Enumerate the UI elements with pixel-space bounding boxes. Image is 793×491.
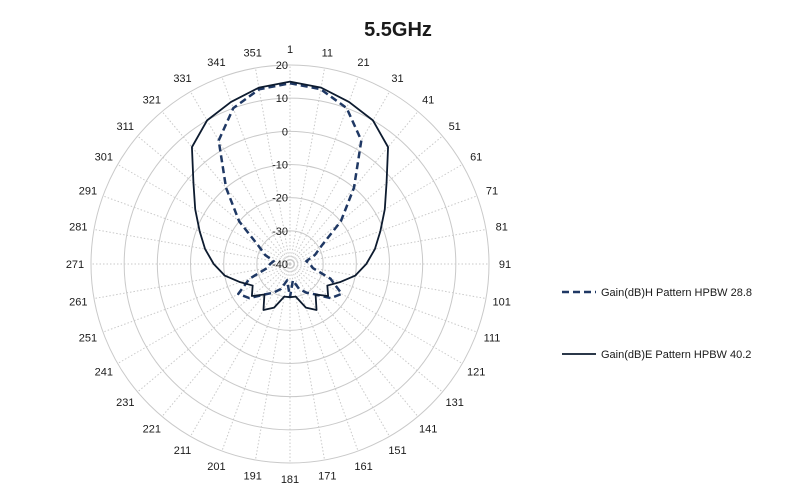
polar-grid (90, 64, 490, 464)
angle-tick-label: 61 (470, 152, 482, 164)
angle-tick-label: 341 (207, 57, 225, 69)
radial-tick-label: -10 (272, 160, 288, 172)
grid-spoke (289, 263, 390, 437)
legend-entry-h-pattern: Gain(dB)H Pattern HPBW 28.8 (562, 287, 752, 299)
grid-ring (223, 197, 357, 331)
grid-spoke (221, 263, 291, 452)
angle-tick-label: 211 (174, 445, 192, 457)
angle-tick-label: 231 (116, 397, 134, 409)
grid-spoke (190, 263, 291, 437)
grid-spoke (161, 111, 291, 265)
angle-tick-label: 101 (493, 296, 511, 308)
grid-spoke (289, 228, 487, 265)
angle-tick-labels: 1 112131415161718191101111121131141151161… (66, 44, 511, 486)
angle-tick-label: 161 (354, 461, 372, 473)
radial-tick-labels: 20 10 0 -10 -20 -30 -40 (272, 60, 288, 271)
angle-tick-label: 321 (143, 94, 161, 106)
angle-tick-label: 241 (95, 367, 113, 379)
grid-spoke (289, 67, 326, 265)
radial-tick-label: -40 (272, 259, 288, 271)
angle-tick-label: 141 (419, 424, 437, 436)
angle-tick-label: 1 (287, 44, 293, 56)
grid-ring (156, 130, 424, 398)
angle-tick-label: 221 (143, 424, 161, 436)
angle-tick-label: 121 (467, 367, 485, 379)
grid-spoke (254, 263, 291, 461)
grid-spoke (289, 263, 463, 364)
radial-tick-label: -20 (272, 193, 288, 205)
angle-tick-label: 11 (322, 47, 333, 59)
grid-spoke (289, 263, 326, 461)
grid-spoke (289, 76, 359, 265)
grid-spoke (289, 135, 443, 265)
grid-spoke (137, 135, 291, 265)
legend-entry-e-pattern: Gain(dB)E Pattern HPBW 40.2 (562, 349, 751, 361)
radial-tick-label: 0 (282, 126, 288, 138)
radial-tick-label: 20 (276, 60, 288, 72)
angle-tick-label: 281 (69, 222, 87, 234)
angle-tick-label: 331 (173, 73, 191, 85)
grid-spoke (102, 195, 291, 265)
grid-spoke (117, 263, 291, 364)
grid-spoke (137, 263, 291, 393)
grid-spoke (93, 263, 291, 300)
legend-label-h-pattern: Gain(dB)H Pattern HPBW 28.8 (601, 287, 752, 299)
grid-spoke (289, 263, 478, 333)
legend-label-e-pattern: Gain(dB)E Pattern HPBW 40.2 (601, 349, 751, 361)
angle-tick-label: 41 (422, 94, 434, 106)
angle-tick-label: 21 (357, 57, 369, 69)
angle-tick-label: 351 (243, 47, 261, 59)
angle-tick-label: 91 (499, 259, 511, 271)
grid-spoke (289, 263, 419, 417)
angle-tick-label: 31 (391, 73, 403, 85)
radial-tick-label: 10 (276, 93, 288, 105)
angle-tick-label: 181 (281, 474, 299, 486)
angle-tick-label: 291 (79, 185, 97, 197)
angle-tick-label: 191 (243, 471, 261, 483)
grid-spoke (102, 263, 291, 333)
angle-tick-label: 311 (117, 121, 135, 133)
angle-tick-label: 171 (318, 471, 336, 483)
grid-spoke (289, 263, 443, 393)
series-line-1 (191, 80, 389, 311)
angle-tick-label: 261 (69, 296, 87, 308)
angle-tick-label: 131 (446, 397, 464, 409)
grid-spoke (289, 263, 359, 452)
series-layer (191, 80, 389, 311)
angle-tick-label: 151 (388, 445, 406, 457)
legend: Gain(dB)H Pattern HPBW 28.8 Gain(dB)E Pa… (562, 287, 752, 361)
grid-spoke (289, 164, 463, 265)
angle-tick-label: 301 (95, 152, 113, 164)
radial-tick-label: -30 (272, 226, 288, 238)
angle-tick-label: 51 (449, 121, 461, 133)
angle-tick-label: 201 (207, 461, 225, 473)
angle-tick-label: 251 (79, 333, 97, 345)
angle-tick-label: 111 (484, 333, 501, 345)
chart-title: 5.5GHz (364, 19, 432, 41)
angle-tick-label: 71 (486, 185, 498, 197)
grid-spoke (254, 67, 291, 265)
grid-spoke (117, 164, 291, 265)
series-line-0 (217, 81, 363, 300)
grid-spoke (289, 195, 478, 265)
angle-tick-label: 271 (66, 259, 84, 271)
grid-ring (90, 64, 490, 464)
grid-spoke (161, 263, 291, 417)
grid-spoke (93, 228, 291, 265)
angle-tick-label: 81 (496, 222, 508, 234)
grid-spoke (289, 263, 487, 300)
